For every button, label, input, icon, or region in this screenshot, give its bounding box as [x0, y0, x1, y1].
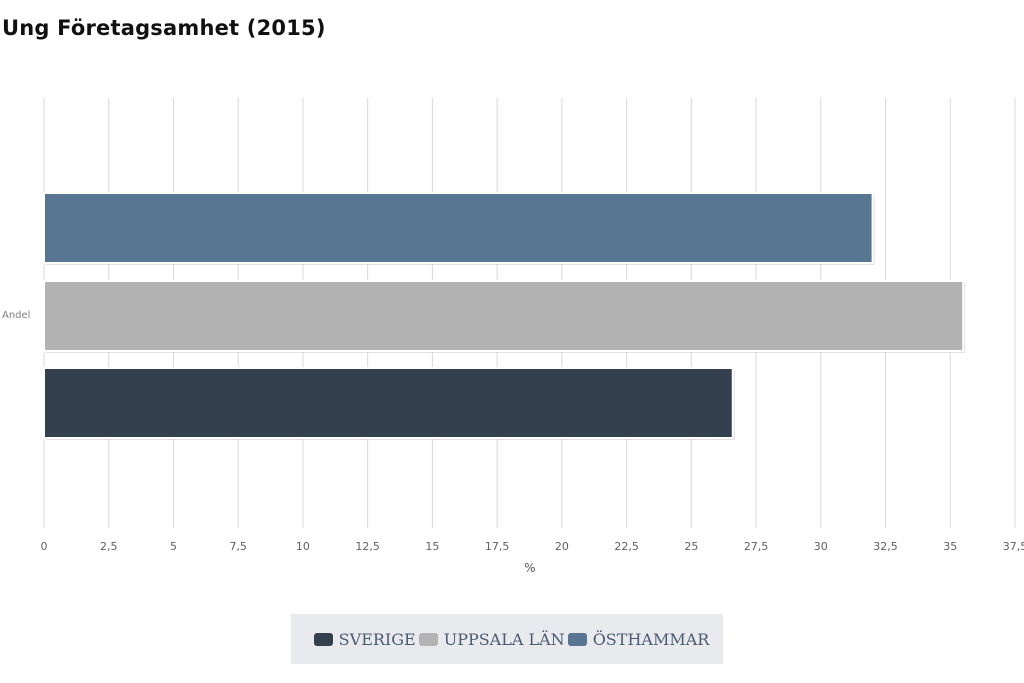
- bar-östhammar[interactable]: [43, 192, 874, 264]
- chart-plot-area: 0 2,5 5 7,5 10 12,5 15 17,5 20 22,5 25 27,5 30 32,5 35…: [2, 98, 1024, 575]
- x-tick-label: 32,5: [873, 540, 898, 553]
- x-tick-label: 2,5: [100, 540, 118, 553]
- x-tick-label: 30: [814, 540, 828, 553]
- legend-swatch: [567, 632, 587, 646]
- legend-label: ÖSTHAMMAR: [592, 629, 710, 649]
- legend-item[interactable]: SVERIGE: [313, 629, 416, 649]
- x-axis-title: %: [524, 561, 535, 575]
- bar-sverige[interactable]: [43, 367, 734, 439]
- x-tick-label: 12,5: [355, 540, 380, 553]
- x-tick-label: 10: [296, 540, 310, 553]
- x-tick-label: 25: [684, 540, 698, 553]
- x-tick-label: 27,5: [744, 540, 769, 553]
- legend-label: SVERIGE: [338, 629, 416, 649]
- chart-title: Ung Företagsamhet (2015): [2, 16, 326, 40]
- legend-item[interactable]: UPPSALA LÄN: [418, 629, 565, 649]
- legend-swatch: [418, 632, 438, 646]
- chart-legend: SVERIGE UPPSALA LÄN ÖSTHAMMAR: [291, 614, 723, 664]
- bar-uppsala-län[interactable]: [43, 280, 965, 352]
- x-tick-label: 0: [41, 540, 48, 553]
- legend-swatch: [313, 632, 333, 646]
- x-tick-label: 37,5: [1003, 540, 1024, 553]
- x-tick-label: 15: [425, 540, 439, 553]
- x-tick-label: 35: [943, 540, 957, 553]
- legend-item[interactable]: ÖSTHAMMAR: [567, 629, 710, 649]
- x-tick-label: 22,5: [614, 540, 639, 553]
- category-label: Andel: [2, 310, 30, 321]
- x-tick-label: 17,5: [485, 540, 510, 553]
- x-tick-label: 20: [555, 540, 569, 553]
- x-tick-label: 7,5: [229, 540, 247, 553]
- legend-label: UPPSALA LÄN: [443, 629, 565, 649]
- x-tick-label: 5: [170, 540, 177, 553]
